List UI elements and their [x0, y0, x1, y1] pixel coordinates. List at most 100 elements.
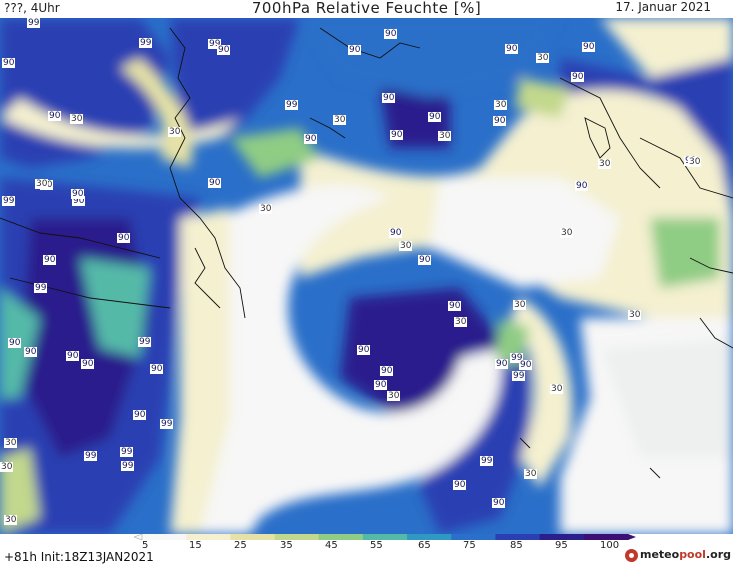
contour-label: 90 [357, 345, 371, 355]
footer-bar: 5 15 25 35 45 55 65 75 85 95 100 +81h Init:18Z13JA… [0, 534, 733, 566]
contour-label: 90 [453, 480, 467, 490]
colorbar-swatch [186, 534, 231, 540]
logo-part-1: meteo [639, 548, 680, 561]
contour-label: 99 [2, 196, 16, 206]
logo-part-2: pool [679, 548, 706, 561]
contour-label: 99 [138, 337, 152, 347]
contour-label: 99 [120, 447, 134, 457]
coastlines [0, 27, 733, 479]
contour-label: 90 [519, 360, 533, 370]
contour-label: 90 [24, 347, 38, 357]
contour-label: 90 [217, 45, 231, 55]
contour-label: 90 [582, 42, 596, 52]
colorbar-swatch [583, 534, 629, 540]
contour-label: 90 [575, 181, 589, 191]
contour-label: 30 [438, 131, 452, 141]
colorbar-tick-label: 85 [510, 540, 523, 551]
contour-label: 90 [380, 366, 394, 376]
contour-label: 30 [513, 300, 527, 310]
contour-label: 30 [454, 317, 468, 327]
contour-label: 90 [72, 196, 86, 206]
contour-label: 90 [448, 301, 462, 311]
contour-label: 90 [493, 116, 507, 126]
colorbar [133, 534, 636, 541]
colorbar-tick-label: 100 [600, 540, 620, 551]
colorbar-tick-label: 95 [555, 540, 568, 551]
contour-label: 99 [512, 371, 526, 381]
contour-label: 90 [208, 178, 222, 188]
contour-label: 99 [34, 283, 48, 293]
contour-label: 99 [27, 18, 41, 28]
colorbar-tick-label: 65 [418, 540, 431, 551]
colorbar-tick-label: 45 [325, 540, 338, 551]
colorbar-swatch [539, 534, 585, 540]
header-bar: ???, 4Uhr 700hPa Relative Feuchte [%] 17… [0, 0, 733, 18]
contour-label: 90 [71, 189, 85, 199]
contour-label: 90 [66, 351, 80, 361]
contour-label: 90 [8, 338, 22, 348]
contour-label: 90 [495, 359, 509, 369]
contour-label: 90 [2, 58, 16, 68]
contour-label: 90 [81, 359, 95, 369]
run-info: +81h Init:18Z13JAN2021 [4, 550, 154, 564]
contour-label: 90 [117, 233, 131, 243]
contour-label: 99 [121, 461, 135, 471]
meteopool-logo[interactable]: meteopool.org [624, 548, 731, 562]
contour-label: 90 [133, 410, 147, 420]
contour-label: 99 [139, 38, 153, 48]
contour-label: 30 [333, 115, 347, 125]
colorbar-swatch [362, 534, 408, 540]
colorbar-swatch [318, 534, 364, 540]
contour-label: 30 [598, 159, 612, 169]
contour-label: 30 [550, 384, 564, 394]
contour-label: 90 [384, 29, 398, 39]
contour-label: 30 [524, 469, 538, 479]
logo-icon [624, 548, 638, 562]
contour-label: 30 [35, 179, 49, 189]
colorbar-swatch [495, 534, 541, 540]
valid-day-label: ???, 4Uhr [4, 1, 60, 15]
contour-label: 90 [150, 364, 164, 374]
contour-label: 30 [494, 100, 508, 110]
humidity-map: 99 99 99 90 90 99 90 30 30 90 30 90 90 90 90 30 30 90 90 90… [0, 18, 733, 534]
colorbar-tick-label: 75 [463, 540, 476, 551]
humidity-field [0, 18, 733, 534]
contour-label: 90 [43, 255, 57, 265]
contour-label: 99 [208, 39, 222, 49]
contour-label: 90 [374, 380, 388, 390]
contour-label: 30 [168, 127, 182, 137]
contour-label: 30 [399, 241, 413, 251]
colorbar-tick-label: 5 [142, 540, 149, 551]
contour-label: 30 [688, 157, 702, 167]
contour-label: 99 [160, 419, 174, 429]
contour-label: 90 [571, 72, 585, 82]
colorbar-tick-label: 15 [189, 540, 202, 551]
contour-label: 30 [4, 515, 18, 525]
contour-label: 90 [382, 93, 396, 103]
contour-label: 90 [48, 111, 62, 121]
contour-label: 30 [628, 310, 642, 320]
colorbar-swatch [274, 534, 320, 540]
colorbar-swatch [142, 534, 187, 540]
contour-label: 99 [84, 451, 98, 461]
contour-label: 30 [387, 391, 401, 401]
contour-label: 30 [70, 114, 84, 124]
contour-label: 90 [492, 498, 506, 508]
valid-date-label: 17. Januar 2021 [615, 0, 711, 14]
colorbar-swatch [451, 534, 496, 540]
colorbar-tick-label: 25 [234, 540, 247, 551]
contour-label: 30 [4, 438, 18, 448]
colorbar-tick-label: 35 [280, 540, 293, 551]
contour-label: 90 [428, 112, 442, 122]
contour-label: 90 [304, 134, 318, 144]
colorbar-tick-label: 55 [370, 540, 383, 551]
contour-label: 99 [285, 100, 299, 110]
contour-label: 30 [536, 53, 550, 63]
contour-label: 30 [0, 462, 14, 472]
contour-label: 30 [560, 228, 574, 238]
contour-label: 90 [348, 45, 362, 55]
contour-label: 90 [389, 228, 403, 238]
contour-label: 90 [418, 255, 432, 265]
logo-part-3: .org [705, 548, 731, 561]
colorbar-swatch [230, 534, 276, 540]
